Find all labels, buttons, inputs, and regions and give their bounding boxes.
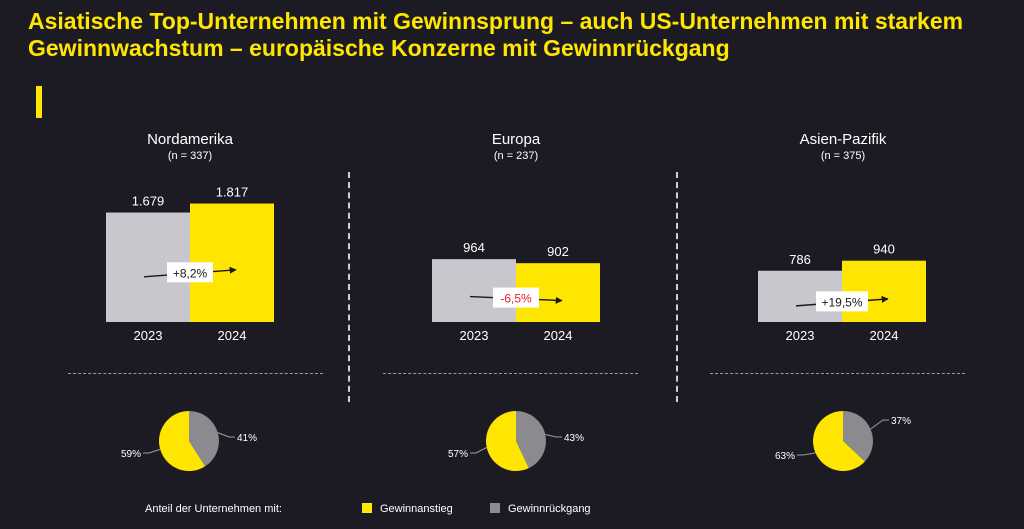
value-label-europa-2024: 902 — [547, 244, 569, 259]
leader-line-asien-pazifik-gewinnrueckgang — [870, 419, 889, 430]
bar-asien-pazifik-2024 — [842, 260, 926, 322]
region-name-nordamerika: Nordamerika — [147, 131, 233, 148]
legend: Anteil der Unternehmen mit: Gewinnanstie… — [145, 503, 625, 519]
value-label-asien-pazifik-2023: 786 — [789, 252, 811, 267]
horizontal-separator — [68, 373, 323, 374]
region-n-europa: (n = 237) — [493, 150, 539, 162]
change-label-europa: -6,5% — [500, 292, 532, 306]
tick-label-asien-pazifik-2024: 2024 — [870, 328, 899, 343]
accent-bar — [36, 86, 42, 118]
panel-heading-asien-pazifik: Asien-Pazifik (n = 375) — [733, 131, 953, 163]
horizontal-separator — [710, 373, 965, 374]
region-n-nordamerika: (n = 337) — [167, 150, 213, 162]
change-label-asien-pazifik: +19,5% — [821, 295, 862, 309]
change-box-asien-pazifik — [816, 291, 868, 312]
change-label-nordamerika: +8,2% — [173, 266, 208, 280]
value-label-asien-pazifik-2024: 940 — [873, 242, 895, 257]
pie-slice-asien-pazifik-gewinnrueckgang — [843, 411, 874, 462]
pie-label-nordamerika-gewinnanstieg: 59% — [121, 449, 141, 460]
pie-label-nordamerika-gewinnrueckgang: 41% — [237, 433, 257, 444]
legend-text-gewinnanstieg: Gewinnanstieg — [380, 503, 453, 515]
leader-line-europa-gewinnanstieg — [470, 447, 487, 454]
panel-heading-nordamerika: Nordamerika (n = 337) — [80, 131, 300, 163]
region-name-europa: Europa — [491, 131, 541, 148]
tick-label-nordamerika-2023: 2023 — [134, 328, 163, 343]
pie-slice-europa-gewinnrueckgang — [516, 411, 546, 469]
legend-swatch-gewinnrueckgang — [490, 503, 500, 513]
value-label-nordamerika-2024: 1.817 — [216, 185, 249, 200]
tick-label-europa-2024: 2024 — [544, 328, 573, 343]
change-box-europa — [493, 287, 539, 308]
leader-line-europa-gewinnrueckgang — [545, 434, 562, 438]
pie-slice-nordamerika-gewinnanstieg — [158, 411, 206, 472]
pie-slice-asien-pazifik-gewinnanstieg — [813, 411, 865, 472]
vertical-separator — [348, 172, 350, 402]
pie-slice-europa-gewinnanstieg — [485, 411, 529, 471]
panel-heading-europa: Europa (n = 237) — [406, 131, 626, 163]
legend-label: Anteil der Unternehmen mit: — [145, 503, 282, 515]
change-box-nordamerika — [167, 262, 213, 283]
legend-item-gewinnrueckgang: Gewinnrückgang — [490, 503, 591, 515]
value-label-europa-2023: 964 — [463, 240, 485, 255]
region-n-asien-pazifik: (n = 375) — [820, 150, 866, 162]
tick-label-europa-2023: 2023 — [460, 328, 489, 343]
leader-line-nordamerika-gewinnanstieg — [143, 448, 161, 454]
region-name-asien-pazifik: Asien-Pazifik — [799, 131, 887, 148]
legend-item-gewinnanstieg: Gewinnanstieg — [362, 503, 453, 515]
pie-label-asien-pazifik-gewinnrueckgang: 37% — [891, 416, 911, 427]
legend-swatch-gewinnanstieg — [362, 503, 372, 513]
pie-label-europa-gewinnanstieg: 57% — [448, 449, 468, 460]
leader-line-nordamerika-gewinnrueckgang — [217, 432, 235, 438]
tick-label-asien-pazifik-2023: 2023 — [786, 328, 815, 343]
pie-label-europa-gewinnrueckgang: 43% — [564, 433, 584, 444]
vertical-separator — [676, 172, 678, 402]
page-title: Asiatische Top-Unternehmen mit Gewinnspr… — [28, 8, 964, 61]
tick-label-nordamerika-2024: 2024 — [218, 328, 247, 343]
legend-text-gewinnrueckgang: Gewinnrückgang — [508, 503, 591, 515]
horizontal-separator — [383, 373, 638, 374]
pie-slice-nordamerika-gewinnrueckgang — [189, 411, 219, 467]
leader-line-asien-pazifik-gewinnanstieg — [797, 452, 816, 456]
value-label-nordamerika-2023: 1.679 — [132, 194, 165, 209]
pie-label-asien-pazifik-gewinnanstieg: 63% — [775, 451, 795, 462]
